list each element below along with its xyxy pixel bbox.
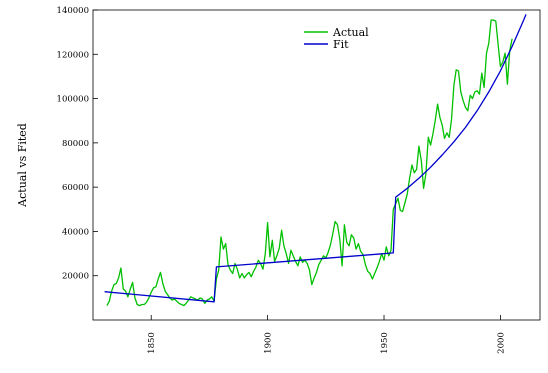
y-tick-label: 40000	[62, 227, 89, 237]
plot-frame	[92, 9, 541, 321]
series-layer	[104, 14, 527, 307]
y-tick-label: 80000	[62, 139, 89, 149]
x-tick-label: 2000	[496, 332, 506, 354]
x-axis: 1850 1900 1950 2000	[147, 315, 506, 354]
series-line-fit	[104, 14, 527, 303]
legend-label-actual: Actual	[332, 26, 369, 39]
y-tick-label: 100000	[57, 95, 89, 105]
x-tick-label: 1850	[147, 332, 157, 354]
x-tick-label: 1900	[264, 332, 274, 354]
legend-label-fit: Fit	[333, 38, 349, 51]
y-tick-label: 140000	[57, 6, 89, 16]
y-axis-title: Actual vs Fited	[16, 123, 29, 208]
y-axis: 20000 40000 60000 80000 100000 120000 140000	[57, 6, 98, 282]
legend: Actual Fit	[304, 26, 369, 51]
series-line-actual	[106, 19, 513, 307]
x-tick-label: 1950	[380, 332, 390, 354]
y-tick-label: 60000	[62, 183, 89, 193]
y-tick-label: 120000	[57, 50, 89, 60]
y-tick-label: 20000	[62, 272, 89, 282]
